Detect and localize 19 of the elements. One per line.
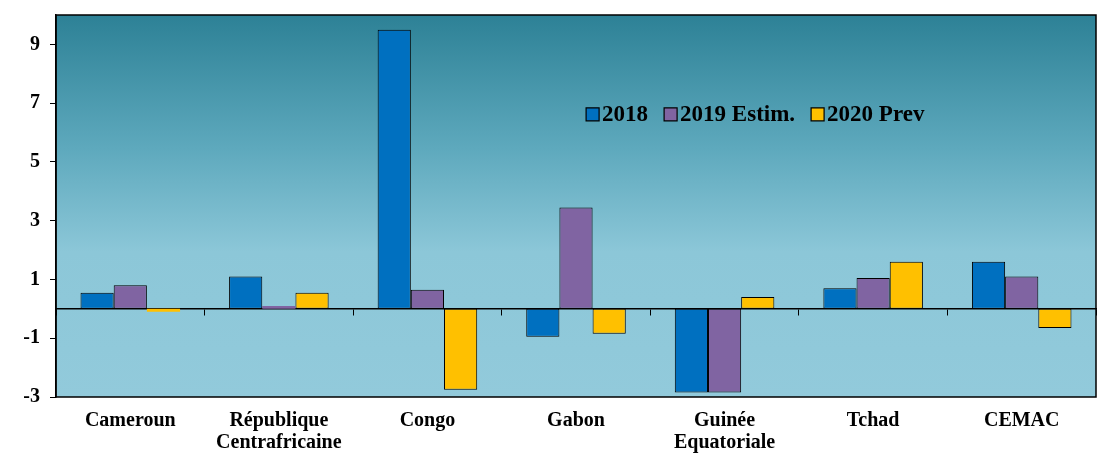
legend-label: 2019 Estim. xyxy=(680,101,796,127)
y-tick-label: 3 xyxy=(30,207,40,230)
legend-label: 2020 Prev xyxy=(827,101,925,127)
x-tick-label: CEMAC xyxy=(983,408,1060,431)
bar xyxy=(262,305,296,309)
x-tick-label: Congo xyxy=(399,408,456,432)
y-tick-label: -1 xyxy=(23,325,40,348)
x-tick-label: Cameroun xyxy=(84,408,176,431)
y-tick-label: 1 xyxy=(30,266,40,289)
x-tick-label: Gabon xyxy=(547,408,605,431)
legend-label: 2018 xyxy=(602,101,649,127)
y-tick-label: 5 xyxy=(30,149,40,172)
bar xyxy=(146,308,181,312)
x-tick-label: République Centrafricaine xyxy=(216,408,342,453)
x-tick-label: Tchad xyxy=(846,408,900,431)
y-tick-label: -3 xyxy=(23,384,40,407)
y-tick-label: 7 xyxy=(30,90,40,113)
y-tick-label: 9 xyxy=(30,31,40,54)
x-tick-label: Guinée Equatoriale xyxy=(674,408,776,454)
